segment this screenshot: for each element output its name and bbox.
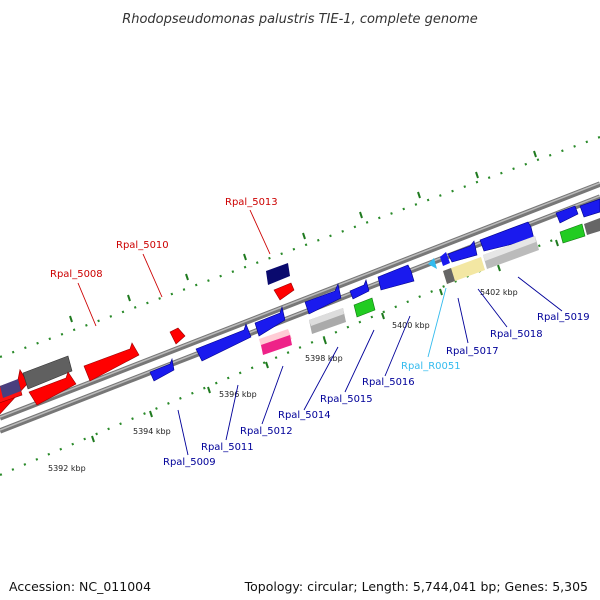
gene-block[interactable] bbox=[483, 236, 536, 261]
gene-arrow[interactable] bbox=[555, 205, 579, 224]
gene-arrow[interactable] bbox=[149, 357, 175, 382]
gene-arrow[interactable] bbox=[579, 198, 600, 218]
gene-arrow[interactable] bbox=[447, 240, 478, 263]
gene-block[interactable] bbox=[266, 263, 290, 285]
scale-label: 5398 kbp bbox=[305, 354, 343, 363]
gene-label[interactable]: Rpal_5018 bbox=[490, 329, 543, 340]
rna-leader bbox=[427, 287, 447, 358]
genome-backbone bbox=[0, 181, 600, 434]
gene-arrow[interactable] bbox=[169, 327, 186, 345]
gene-arrow[interactable] bbox=[83, 342, 140, 382]
gene-arrow[interactable] bbox=[479, 221, 535, 252]
gene-label[interactable]: Rpal_5017 bbox=[446, 346, 499, 357]
gene-arrow[interactable] bbox=[440, 252, 450, 266]
gene-arrow[interactable] bbox=[377, 264, 415, 291]
gene-label[interactable]: Rpal_5008 bbox=[50, 269, 103, 280]
lower-leaders bbox=[177, 276, 563, 456]
scale-label: 5400 kbp bbox=[392, 321, 430, 330]
scale-label: 5396 kbp bbox=[219, 390, 257, 399]
genome-summary-text: Topology: circular; Length: 5,744,041 bp… bbox=[244, 579, 588, 594]
gene-label[interactable]: Rpal_5015 bbox=[320, 394, 373, 405]
accession-text: Accession: NC_011004 bbox=[9, 579, 152, 594]
gene-label[interactable]: Rpal_5013 bbox=[225, 197, 278, 208]
scale-labels: 5392 kbp 5394 kbp 5396 kbp 5398 kbp 5400… bbox=[48, 288, 518, 473]
gene-arrow[interactable] bbox=[273, 282, 295, 301]
gene-label[interactable]: Rpal_5012 bbox=[240, 426, 293, 437]
scale-label: 5394 kbp bbox=[133, 427, 171, 436]
gene-label[interactable]: Rpal_5016 bbox=[362, 377, 415, 388]
gene-block[interactable] bbox=[443, 268, 455, 284]
upper-gene-labels: Rpal_5008 Rpal_5010 Rpal_5013 bbox=[50, 197, 278, 280]
map-title: Rhodopseudomonas palustris TIE-1, comple… bbox=[122, 12, 478, 27]
lower-gene-labels: Rpal_5009 Rpal_5011 Rpal_5012 Rpal_5014 … bbox=[163, 312, 590, 468]
gene-label[interactable]: Rpal_R0051 bbox=[401, 361, 461, 372]
gene-label[interactable]: Rpal_5010 bbox=[116, 240, 169, 251]
gene-block[interactable] bbox=[559, 223, 586, 244]
dotted-guides bbox=[0, 135, 600, 477]
gene-label[interactable]: Rpal_5011 bbox=[201, 442, 254, 453]
gene-arrow[interactable] bbox=[304, 283, 342, 315]
gene-arrow[interactable] bbox=[349, 279, 370, 300]
scale-label: 5392 kbp bbox=[48, 464, 86, 473]
gene-block[interactable] bbox=[0, 379, 21, 398]
gene-label[interactable]: Rpal_5014 bbox=[278, 410, 331, 421]
upper-leaders bbox=[77, 209, 271, 327]
scale-ticks bbox=[69, 150, 559, 443]
gene-label[interactable]: Rpal_5009 bbox=[163, 457, 216, 468]
scale-label: 5402 kbp bbox=[480, 288, 518, 297]
gene-block[interactable] bbox=[353, 297, 376, 318]
gene-block[interactable] bbox=[584, 218, 600, 235]
gene-label[interactable]: Rpal_5019 bbox=[537, 312, 590, 323]
gene-block[interactable] bbox=[22, 355, 73, 390]
gene-arrow[interactable] bbox=[428, 258, 437, 269]
gene-arrow[interactable] bbox=[28, 371, 77, 406]
gene-arrow[interactable] bbox=[195, 323, 252, 362]
gene-block[interactable] bbox=[309, 308, 344, 326]
gene-arrow[interactable] bbox=[254, 305, 286, 337]
upper-genes bbox=[0, 198, 600, 415]
gene-block[interactable] bbox=[261, 335, 292, 355]
